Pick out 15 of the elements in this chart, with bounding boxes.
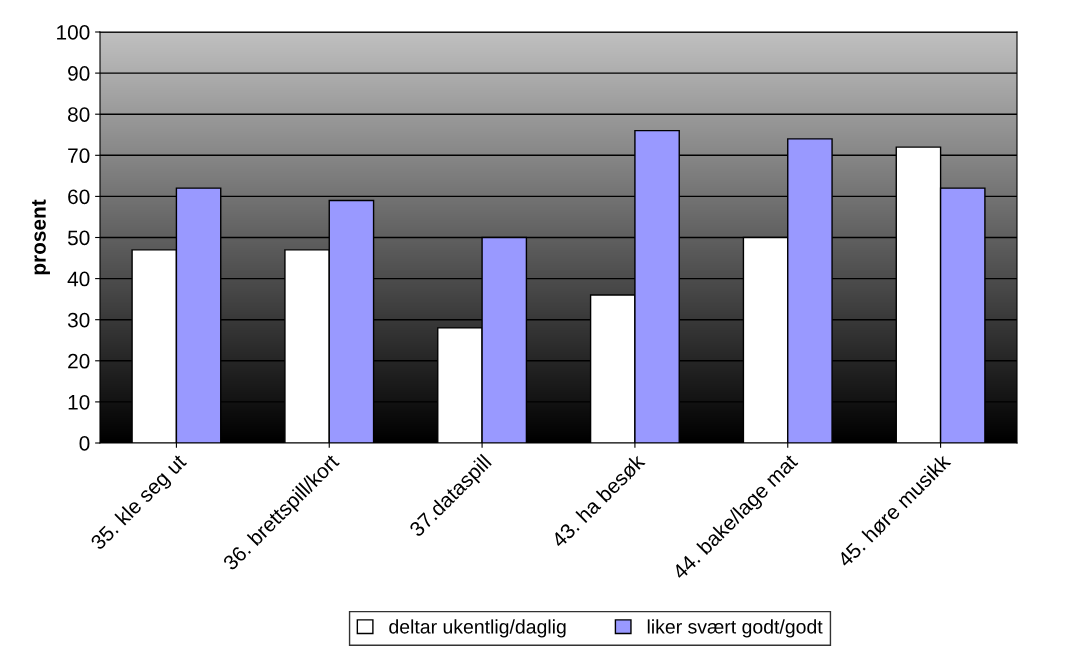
y-tick-label: 100 (57, 25, 90, 40)
x-tick-label: 35. kle seg ut (89, 452, 191, 554)
y-tick-label: 80 (68, 107, 90, 122)
y-tick-label: 0 (79, 436, 90, 451)
y-tick-label: 70 (68, 148, 90, 164)
y-tick-label: 40 (67, 271, 90, 287)
y-axis-title: prosent (32, 199, 50, 275)
legend-label: deltar ukentlig/daglig (389, 619, 566, 638)
y-tick-label: 60 (68, 189, 90, 205)
y-tick-label: 90 (68, 66, 90, 81)
y-tick-label: 50 (67, 230, 90, 246)
legend-label: liker svært godt/godt (647, 619, 823, 638)
y-tick-label: 10 (68, 394, 90, 410)
y-tick-label: 30 (67, 312, 90, 328)
y-tick-label: 20 (68, 353, 90, 369)
